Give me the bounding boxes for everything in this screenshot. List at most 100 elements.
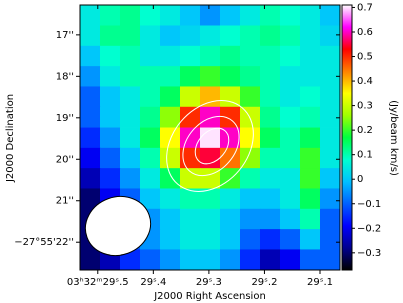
heatmap-cell bbox=[100, 25, 121, 47]
heatmap-cell bbox=[180, 188, 201, 210]
colorbar-tick-label: 0.1 bbox=[357, 150, 373, 161]
heatmap-cell bbox=[260, 5, 281, 27]
heatmap-cell bbox=[140, 168, 161, 190]
heatmap-cell bbox=[320, 188, 340, 210]
heatmap-cell bbox=[80, 147, 101, 169]
contour bbox=[194, 127, 230, 165]
heatmap-cell bbox=[300, 168, 321, 190]
heatmap-cell bbox=[320, 66, 340, 88]
colorbar-tick-label: 0.6 bbox=[357, 27, 373, 38]
heatmap-cell bbox=[220, 127, 241, 149]
heatmap-cell bbox=[160, 249, 181, 270]
heatmap-cell bbox=[180, 249, 201, 270]
contour bbox=[166, 100, 254, 192]
heatmap-cell bbox=[160, 5, 181, 27]
heatmap-cell bbox=[240, 249, 261, 270]
heatmap-cell bbox=[160, 106, 181, 128]
heatmap-cell bbox=[80, 249, 101, 270]
heatmap-cell bbox=[180, 208, 201, 230]
heatmap-cell bbox=[200, 106, 221, 128]
heatmap-cell bbox=[280, 5, 301, 27]
heatmap-cell bbox=[280, 127, 301, 149]
heatmap-cell bbox=[260, 249, 281, 270]
heatmap-cell bbox=[320, 25, 340, 47]
colorbar-tick-label: 0.4 bbox=[357, 76, 373, 87]
heatmap-cell bbox=[160, 168, 181, 190]
y-tick-label: 18'' bbox=[56, 71, 74, 82]
heatmap-cell bbox=[280, 45, 301, 67]
colorbar-tick-label: 0.7 bbox=[357, 2, 373, 13]
heatmap-cell bbox=[300, 188, 321, 210]
x-tick-label: 29ˢ.4 bbox=[140, 277, 166, 288]
heatmap-cell bbox=[300, 86, 321, 108]
heatmap-cell bbox=[100, 5, 121, 27]
heatmap-cell bbox=[240, 5, 261, 27]
heatmap-cell bbox=[220, 25, 241, 47]
heatmap-cell bbox=[240, 25, 261, 47]
heatmap-cell bbox=[180, 66, 201, 88]
colorbar bbox=[341, 4, 353, 271]
heatmap-cell bbox=[100, 86, 121, 108]
heatmap-cell bbox=[280, 86, 301, 108]
heatmap-cell bbox=[300, 249, 321, 270]
heatmap-cell bbox=[200, 45, 221, 67]
heatmap-cell bbox=[140, 66, 161, 88]
heatmap-cell bbox=[260, 86, 281, 108]
contour bbox=[182, 115, 240, 177]
y-tick-label: 19'' bbox=[56, 113, 74, 124]
heatmap-cell bbox=[240, 168, 261, 190]
heatmap-cell bbox=[160, 208, 181, 230]
heatmap-cell bbox=[140, 25, 161, 47]
heatmap-cell bbox=[120, 168, 141, 190]
x-tick-label: 29ˢ.3 bbox=[196, 277, 222, 288]
colorbar-tick-label: 0 bbox=[357, 174, 363, 185]
heatmap-cell bbox=[100, 147, 121, 169]
heatmap-cell bbox=[80, 188, 101, 210]
heatmap-cell bbox=[100, 66, 121, 88]
colorbar-tick-label: 0.2 bbox=[357, 125, 373, 136]
heatmap-cell bbox=[320, 106, 340, 128]
colorbar-tick-label: −0.1 bbox=[357, 199, 381, 210]
heatmap-cell bbox=[140, 5, 161, 27]
heatmap-cell bbox=[320, 147, 340, 169]
heatmap-cell bbox=[180, 168, 201, 190]
heatmap-cell bbox=[220, 147, 241, 169]
heatmap-cell bbox=[300, 25, 321, 47]
heatmap-cell bbox=[120, 86, 141, 108]
heatmap-cell bbox=[160, 66, 181, 88]
heatmap-cell bbox=[280, 147, 301, 169]
heatmap-image bbox=[80, 5, 340, 270]
heatmap-cell bbox=[260, 106, 281, 128]
heatmap-cell bbox=[220, 229, 241, 251]
heatmap-cell bbox=[80, 168, 101, 190]
heatmap-cell bbox=[240, 229, 261, 251]
heatmap-cell bbox=[100, 168, 121, 190]
heatmap-cell bbox=[180, 106, 201, 128]
x-tick-label: 29ˢ.1 bbox=[307, 277, 333, 288]
heatmap-cell bbox=[80, 66, 101, 88]
heatmap-cell bbox=[220, 208, 241, 230]
heatmap-cell bbox=[240, 86, 261, 108]
heatmap-cell bbox=[140, 86, 161, 108]
heatmap-cell bbox=[120, 127, 141, 149]
heatmap-cell bbox=[220, 86, 241, 108]
heatmap-cell bbox=[180, 229, 201, 251]
heatmap-cell bbox=[140, 106, 161, 128]
heatmap-cell bbox=[120, 106, 141, 128]
heatmap-cell bbox=[260, 168, 281, 190]
heatmap-cell bbox=[100, 127, 121, 149]
heatmap-cell bbox=[120, 147, 141, 169]
heatmap-cell bbox=[140, 45, 161, 67]
heatmap-cell bbox=[320, 208, 340, 230]
heatmap-cell bbox=[280, 249, 301, 270]
colorbar-tick-label: −0.3 bbox=[357, 248, 381, 259]
heatmap-cell bbox=[220, 5, 241, 27]
heatmap-cell bbox=[200, 249, 221, 270]
heatmap-cell bbox=[220, 249, 241, 270]
heatmap-cell bbox=[260, 147, 281, 169]
heatmap-cell bbox=[160, 147, 181, 169]
heatmap-cell bbox=[80, 106, 101, 128]
heatmap-cell bbox=[300, 147, 321, 169]
heatmap-cell bbox=[180, 127, 201, 149]
heatmap-cell bbox=[180, 5, 201, 27]
